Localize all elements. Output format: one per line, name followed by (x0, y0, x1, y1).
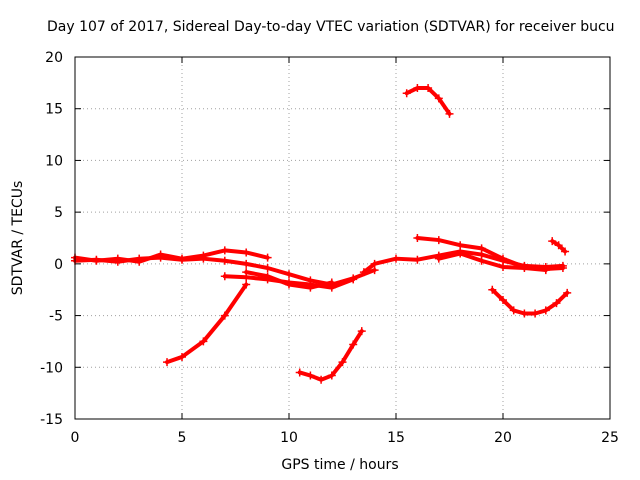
data-point (554, 241, 563, 250)
data-point (285, 280, 293, 289)
data-point (531, 309, 540, 318)
data-point (370, 259, 379, 268)
series-track-7 (359, 247, 567, 277)
data-point (220, 246, 229, 255)
series-track-11 (488, 285, 572, 318)
series-track-10 (402, 84, 454, 118)
y-tick-label: -10 (40, 360, 63, 376)
data-point (327, 278, 336, 287)
data-point (199, 251, 208, 260)
data-point (263, 272, 272, 281)
data-point (178, 352, 186, 361)
x-axis-label: GPS time / hours (281, 457, 399, 473)
data-point (263, 253, 272, 262)
data-point (561, 247, 570, 256)
data-point (541, 266, 550, 275)
data-point (434, 236, 443, 245)
data-point (456, 241, 465, 250)
data-point (445, 109, 454, 118)
data-point (285, 270, 293, 279)
data-point (558, 263, 567, 272)
data-point (327, 371, 336, 380)
y-axis-label: SDTVAR / TECUs (10, 180, 26, 296)
data-point (434, 254, 443, 263)
data-point (499, 296, 507, 305)
data-point (488, 285, 497, 294)
data-point (242, 259, 251, 268)
data-point (541, 306, 550, 315)
data-point (306, 371, 315, 380)
data-point (92, 256, 101, 265)
data-point (413, 255, 422, 264)
grid-lines (74, 56, 611, 420)
data-point (242, 280, 251, 289)
x-tick-label: 20 (494, 430, 512, 446)
data-point (520, 309, 529, 318)
data-point (263, 263, 272, 272)
x-tick-label: 15 (387, 430, 405, 446)
y-tick-label: -15 (40, 412, 63, 428)
data-point (392, 254, 400, 263)
data-point (199, 337, 208, 346)
series-line (165, 282, 249, 365)
data-point (220, 272, 229, 281)
data-point (306, 283, 315, 292)
data-point (338, 358, 347, 367)
data-point (413, 234, 422, 242)
plot-frame (74, 56, 611, 420)
chart-title: Day 107 of 2017, Sidereal Day-to-day VTE… (47, 19, 615, 35)
series-track-12 (548, 237, 570, 256)
series-track-6 (295, 327, 366, 384)
y-tick-label: 5 (54, 205, 63, 221)
data-point (359, 268, 368, 277)
tick-labels: 0 5 10 15 20 25 -15 -10 -5 0 5 10 15 20 (40, 50, 619, 446)
data-point (477, 244, 486, 253)
y-tick-label: 0 (54, 257, 63, 273)
data-point (509, 306, 518, 315)
series-track-5 (163, 280, 251, 367)
x-tick-label: 10 (280, 430, 298, 446)
data-point (317, 375, 326, 384)
y-tick-label: 20 (45, 50, 63, 66)
data-point (477, 256, 486, 265)
data-point (552, 299, 561, 308)
data-point (520, 263, 529, 272)
data-point (563, 288, 572, 297)
data-point (163, 358, 172, 367)
series-track-8 (413, 234, 567, 274)
data-point (402, 89, 411, 98)
data-point (424, 84, 433, 93)
series-track-4 (242, 268, 336, 292)
data-point (113, 254, 122, 263)
series-track-9 (434, 249, 550, 275)
data-point (548, 237, 557, 246)
data-point (456, 249, 465, 258)
data-point (220, 256, 229, 265)
data-point (413, 84, 422, 93)
data-point (242, 268, 251, 277)
data-point (178, 254, 186, 263)
x-tick-label: 5 (178, 430, 187, 446)
data-point (499, 254, 507, 263)
data-point (220, 311, 229, 320)
series-line (297, 329, 364, 382)
data-point (357, 327, 366, 336)
data-point (156, 250, 165, 259)
data-point (135, 257, 144, 266)
series-line (490, 287, 570, 316)
data-marks (71, 84, 572, 384)
y-tick-label: 10 (45, 153, 63, 169)
data-point (499, 262, 507, 271)
y-tick-label: -5 (49, 309, 63, 325)
x-tick-label: 0 (71, 430, 80, 446)
data-point (349, 275, 358, 284)
data-point (242, 248, 251, 257)
data-point (349, 340, 358, 349)
data-point (434, 94, 443, 103)
series-line (73, 248, 270, 264)
y-tick-label: 15 (45, 102, 63, 118)
data-point (295, 368, 304, 377)
x-tick-label: 25 (601, 430, 619, 446)
